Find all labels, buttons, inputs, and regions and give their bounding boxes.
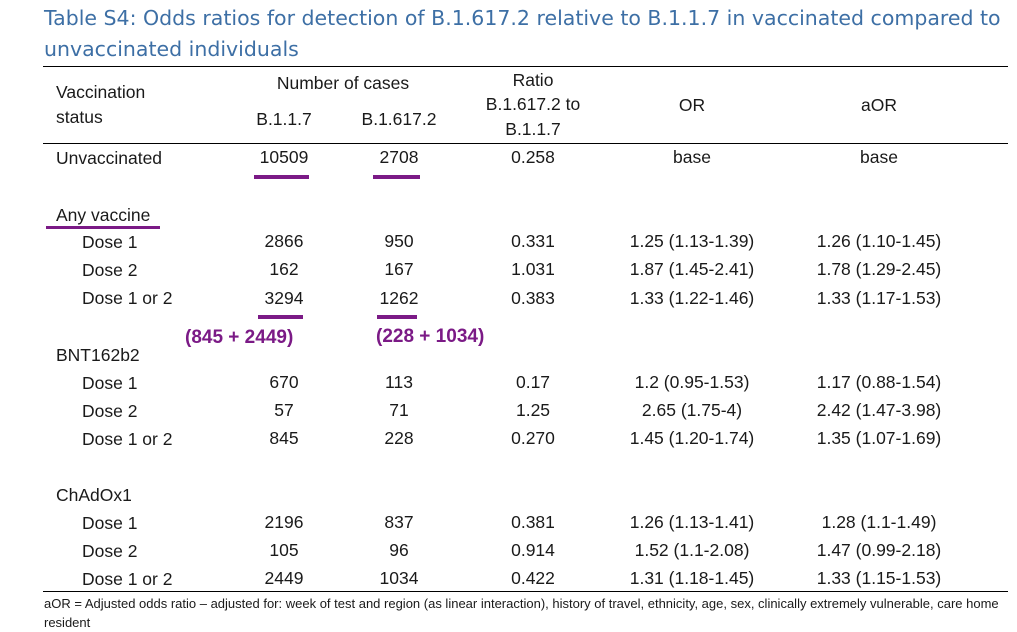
cell-b117: 2866 [264,231,304,251]
cell-aor: 1.47 (0.99-2.18) [816,540,942,560]
row-label: Dose 1 or 2 [82,569,173,589]
row-label: Unvaccinated [56,148,163,168]
cell-or: 2.65 (1.75-4) [641,400,743,420]
header-number-of-cases: Number of cases [276,73,410,93]
header-ratio-b16172-to: B.1.617.2 to [485,94,581,114]
cell-or: 1.33 (1.22-1.46) [629,288,755,308]
top-rule [43,66,1008,67]
annotation-b117-sum: (845 + 2449) [185,327,294,348]
cell-aor: 1.17 (0.88-1.54) [816,372,942,392]
header-ratio: Ratio [512,70,554,90]
cell-ratio: 0.17 [515,372,551,392]
highlight-underline-any-vaccine [46,226,160,229]
cell-ratio: 0.422 [511,568,555,588]
cell-b117: 845 [269,428,299,448]
cell-ratio: 0.383 [511,288,555,308]
cell-ratio: 1.031 [511,259,555,279]
cell-b117: 2449 [264,568,304,588]
header-rule [43,143,1008,144]
cell-or: 1.45 (1.20-1.74) [629,428,755,448]
header-b16172: B.1.617.2 [361,109,437,129]
cell-ratio: 0.381 [511,512,555,532]
cell-b16172: 1262 [379,288,419,308]
cell-b117: 2196 [264,512,304,532]
section-label-any-vaccine: Any vaccine [56,205,151,225]
row-label: Dose 1 [82,373,138,393]
highlight-underline-unvax-b117 [254,175,309,179]
row-label: Dose 1 or 2 [82,429,173,449]
cell-aor: 1.35 (1.07-1.69) [816,428,942,448]
highlight-underline-any-b16172 [377,315,417,319]
header-aor: aOR [861,95,897,115]
header-or: OR [678,95,706,115]
bottom-rule [43,591,1008,592]
cell-b117: 3294 [264,288,304,308]
cell-b16172: 167 [384,259,414,279]
row-label: Dose 1 [82,513,138,533]
cell-b117: 670 [269,372,299,392]
header-vaccination: Vaccination [56,82,146,102]
footnote: aOR = Adjusted odds ratio – adjusted for… [44,596,999,630]
table-title: Table S4: Odds ratios for detection of B… [44,6,1001,61]
row-label: Dose 2 [82,260,138,280]
highlight-underline-unvax-b16172 [373,175,420,179]
cell-aor: 2.42 (1.47-3.98) [816,400,942,420]
cell-ratio: 0.270 [511,428,555,448]
cell-aor: base [860,147,898,167]
cell-b16172: 837 [384,512,414,532]
cell-b16172: 113 [385,372,413,392]
cell-b16172: 950 [384,231,414,251]
row-label: Dose 2 [82,541,138,561]
cell-b117: 10509 [259,147,309,167]
cell-aor: 1.78 (1.29-2.45) [816,259,942,279]
cell-or: 1.2 (0.95-1.53) [634,372,750,392]
cell-ratio: 0.258 [511,147,555,167]
cell-b16172: 71 [389,400,409,420]
cell-or: 1.31 (1.18-1.45) [629,568,755,588]
cell-b117: 57 [274,400,294,420]
header-status: status [56,107,103,127]
cell-b16172: 2708 [379,147,419,167]
cell-b16172: 1034 [379,568,419,588]
header-ratio-b117: B.1.1.7 [505,119,561,139]
cell-aor: 1.26 (1.10-1.45) [816,231,942,251]
cell-ratio: 0.331 [511,231,555,251]
highlight-underline-any-b117 [258,315,303,319]
cell-b117: 105 [269,540,299,560]
section-label-bnt162b2: BNT162b2 [56,345,140,365]
annotation-b16172-sum: (228 + 1034) [376,326,485,347]
row-label: Dose 2 [82,401,138,421]
cell-ratio: 0.914 [511,540,555,560]
cell-aor: 1.33 (1.17-1.53) [816,288,942,308]
cell-b16172: 96 [389,540,409,560]
cell-or: 1.26 (1.13-1.41) [629,512,755,532]
section-label-chadox1: ChAdOx1 [56,485,132,505]
cell-b16172: 228 [384,428,414,448]
row-label: Dose 1 or 2 [82,288,173,308]
cell-or: 1.52 (1.1-2.08) [634,540,750,560]
cell-b117: 162 [269,259,299,279]
row-label: Dose 1 [82,232,138,252]
cell-or: 1.25 (1.13-1.39) [629,231,755,251]
cell-ratio: 1.25 [515,400,551,420]
cell-aor: 1.33 (1.15-1.53) [816,568,942,588]
cell-aor: 1.28 (1.1-1.49) [821,512,937,532]
cell-or: base [673,147,711,167]
header-b117: B.1.1.7 [256,109,312,129]
cell-or: 1.87 (1.45-2.41) [629,259,755,279]
